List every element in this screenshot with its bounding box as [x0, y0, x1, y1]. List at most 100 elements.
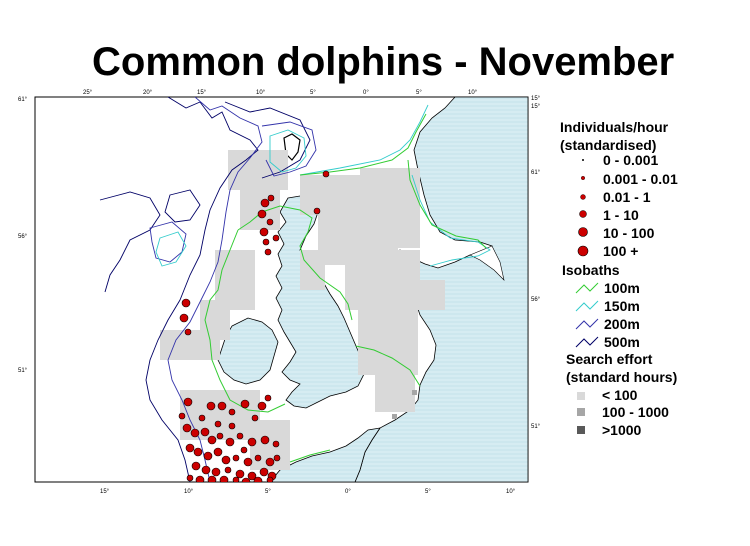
search-effort-blocks-mid: [392, 390, 417, 419]
legend-abundance-title: Individuals/hour: [560, 119, 669, 135]
dolphin-sighting-marker: [211, 467, 221, 477]
dolphin-sighting-marker: [251, 414, 259, 422]
land-ireland: [217, 317, 279, 385]
legend-class-5: 10 - 100: [603, 225, 655, 241]
dolphin-sighting-marker: [195, 475, 205, 482]
legend-dot-5: [578, 227, 588, 237]
dolphin-sighting-marker: [243, 457, 253, 467]
dolphin-sighting-marker: [224, 466, 232, 474]
bottom-tick-label: 0°: [345, 489, 351, 495]
legend-isobath-1: 100m: [604, 280, 640, 296]
dolphin-sighting-marker: [313, 207, 321, 215]
legend-effort-swatch-low: [577, 392, 585, 400]
dolphin-sighting-marker: [178, 412, 186, 420]
dolphin-sighting-marker: [262, 238, 270, 246]
legend-class-2: 0.001 - 0.01: [603, 171, 678, 187]
dolphin-sighting-marker: [266, 218, 274, 226]
top-tick-label: 0°: [363, 90, 369, 96]
legend-dot-2: [581, 175, 586, 180]
dolphin-sighting-marker: [185, 443, 195, 453]
dolphin-sighting-marker: [241, 477, 251, 482]
dolphin-sighting-marker: [203, 451, 213, 461]
legend-abundance-symbols: [577, 159, 589, 257]
legend-dot-6: [577, 245, 589, 257]
dolphin-sighting-marker: [240, 446, 248, 454]
legend-effort-swatch-high: [577, 426, 585, 434]
top-tick-label: 15°: [197, 90, 207, 96]
legend-effort-subtitle: (standard hours): [566, 369, 677, 385]
dolphin-sighting-marker: [265, 457, 275, 467]
bottom-tick-label: 15°: [100, 489, 110, 495]
dolphin-sighting-marker: [259, 227, 269, 237]
land-france: [269, 427, 381, 482]
legend-isobath-100-line: [575, 282, 599, 294]
dolphin-sighting-marker: [247, 437, 257, 447]
legend-isobath-2: 150m: [604, 298, 640, 314]
dolphin-sighting-marker: [240, 399, 250, 409]
dolphin-sighting-marker: [232, 454, 240, 462]
dolphin-sighting-marker: [213, 447, 223, 457]
dolphin-sighting-marker: [228, 408, 236, 416]
bottom-tick-label: 10°: [506, 489, 516, 495]
dolphin-sighting-marker: [259, 467, 269, 477]
dolphin-sightings: [178, 170, 330, 482]
bottom-tick-label: 5°: [425, 489, 431, 495]
legend-effort-3: >1000: [602, 422, 642, 438]
legend-effort-swatch-mid: [577, 408, 585, 416]
dolphin-sighting-marker: [191, 461, 201, 471]
left-axis-ticks: 61° 56° 51°: [18, 97, 28, 374]
dolphin-sighting-marker: [217, 401, 227, 411]
left-tick-label: 51°: [18, 368, 28, 374]
legend-class-6: 100 +: [603, 243, 638, 259]
dolphin-sighting-marker: [272, 234, 280, 242]
legend-isobath-200-line: [575, 318, 599, 330]
legend-isobath-500-line: [575, 336, 599, 348]
legend-dot-1: [582, 159, 584, 161]
legend-isobath-3: 200m: [604, 316, 640, 332]
right-tick-label: 15°: [531, 104, 541, 110]
dolphin-sighting-marker: [183, 397, 193, 407]
dolphin-sighting-marker: [179, 313, 189, 323]
dolphin-sighting-marker: [272, 440, 280, 448]
dolphin-sighting-marker: [235, 469, 245, 479]
dolphin-sighting-marker: [266, 476, 274, 482]
sea-skagerrak: [469, 245, 505, 281]
isobath-200m: [149, 97, 317, 482]
dolphin-sighting-marker: [181, 298, 191, 308]
dolphin-sighting-marker: [214, 420, 222, 428]
top-axis-ticks: 25° 20° 15° 10° 5° 0° 5° 10°: [83, 90, 478, 96]
dolphin-sighting-marker: [322, 170, 330, 178]
dolphin-sighting-marker: [273, 454, 281, 462]
legend-abundance-subtitle: (standardised): [560, 137, 656, 153]
dolphin-sighting-marker: [260, 198, 270, 208]
dolphin-sighting-marker: [267, 194, 275, 202]
legend-class-1: 0 - 0.001: [603, 152, 658, 168]
dolphin-sighting-marker: [228, 422, 236, 430]
right-axis-ticks: 15° 61° 56° 51° 15°: [531, 96, 541, 430]
dolphin-sighting-marker: [200, 427, 210, 437]
search-effort-blocks: [160, 150, 445, 470]
dolphin-sighting-marker: [193, 447, 203, 457]
isobath-150m: [155, 104, 491, 267]
legend-effort-1: < 100: [602, 387, 638, 403]
right-tick-label: 51°: [531, 424, 541, 430]
dolphin-sighting-marker: [182, 423, 192, 433]
legend-dot-4: [579, 210, 587, 218]
dolphin-sighting-marker: [206, 401, 216, 411]
dolphin-sighting-marker: [221, 455, 231, 465]
dolphin-sighting-marker: [219, 475, 229, 482]
dolphin-sighting-marker: [253, 476, 263, 482]
dolphin-sighting-marker: [264, 394, 272, 402]
top-tick-label: 10°: [468, 90, 478, 96]
legend-class-3: 0.01 - 1: [603, 189, 651, 205]
legend-isobaths-title: Isobaths: [562, 262, 620, 278]
dolphin-sighting-marker: [232, 476, 240, 482]
dolphin-sighting-marker: [184, 328, 192, 336]
legend: Individuals/hour (standardised) 0 - 0.00…: [560, 119, 678, 438]
dolphin-sighting-marker: [257, 209, 267, 219]
bottom-axis-ticks: 15° 10° 5° 0° 5° 10°: [100, 489, 516, 495]
top-tick-label: 10°: [256, 90, 266, 96]
legend-dot-3: [580, 194, 586, 200]
left-tick-label: 56°: [18, 234, 28, 240]
